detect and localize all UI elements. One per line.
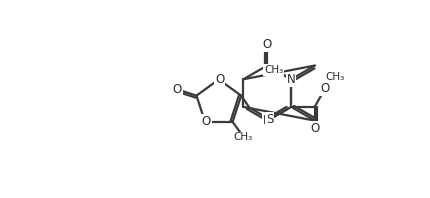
Text: O: O (310, 122, 319, 135)
Text: N: N (287, 73, 295, 86)
Text: CH₃: CH₃ (326, 71, 345, 82)
Text: S: S (266, 113, 273, 126)
Text: O: O (215, 73, 224, 86)
Text: CH₃: CH₃ (233, 132, 253, 142)
Text: O: O (201, 115, 211, 128)
Text: O: O (263, 38, 272, 51)
Text: CH₃: CH₃ (264, 65, 283, 75)
Text: O: O (172, 83, 182, 96)
Text: N: N (263, 114, 272, 127)
Text: O: O (320, 82, 329, 95)
